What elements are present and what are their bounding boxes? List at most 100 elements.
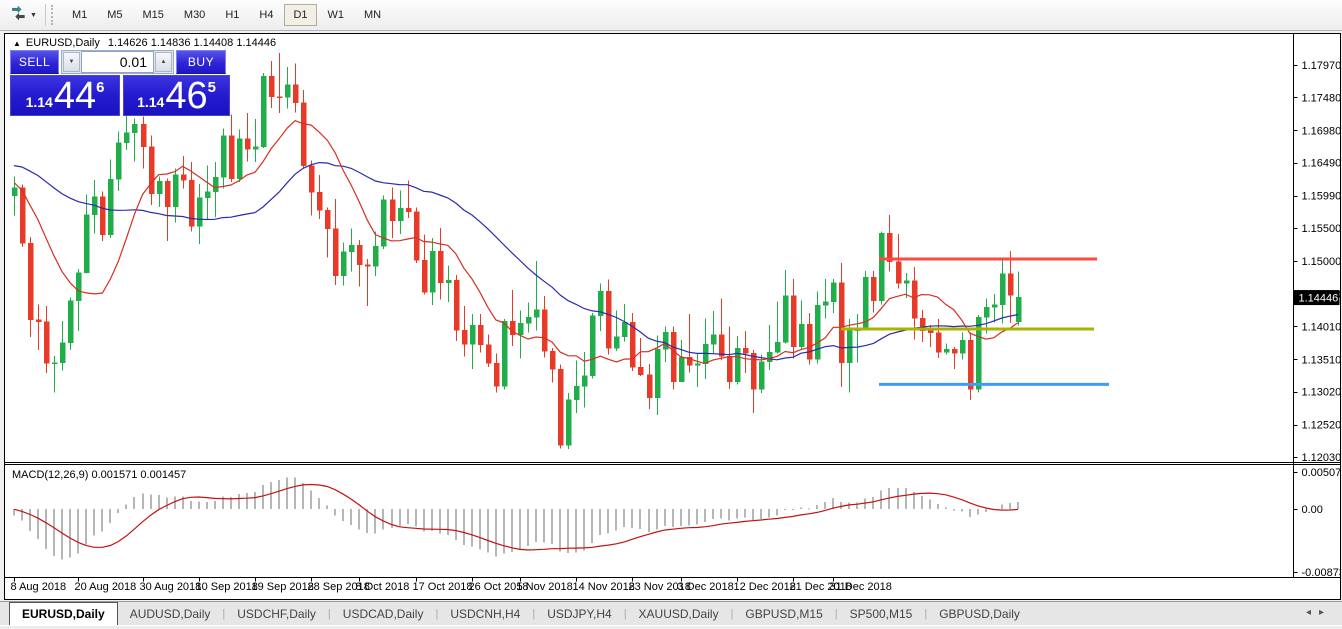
bottom-tab-usdjpy-h4[interactable]: USDJPY,H4 (547, 606, 612, 621)
volume-increase-button[interactable]: ▲ (155, 52, 172, 72)
timeframe-button-w1[interactable]: W1 (319, 4, 354, 26)
sell-price-pip: 6 (96, 79, 105, 96)
sell-price-main: 44 (53, 75, 97, 118)
svg-text:23 Nov 2018: 23 Nov 2018 (629, 581, 691, 593)
timeframe-button-m5[interactable]: M5 (98, 4, 131, 26)
svg-text:-0.00873: -0.00873 (1302, 567, 1341, 579)
buy-button[interactable]: BUY (176, 50, 226, 74)
tab-separator: | (730, 607, 734, 620)
volume-decrease-button[interactable]: ▼ (63, 52, 80, 72)
svg-text:1.16490: 1.16490 (1302, 158, 1341, 170)
svg-text:31 Dec 2018: 31 Dec 2018 (830, 581, 892, 593)
tab-separator: | (435, 607, 439, 620)
svg-text:0.00: 0.00 (1302, 504, 1323, 516)
timeframe-button-d1[interactable]: D1 (284, 4, 317, 26)
buy-price-prefix: 1.14 (137, 94, 165, 110)
timeframe-toolbar: ▼ M1 M5 M15 M30 H1 H4 D1 W1 MN (0, 0, 1342, 31)
volume-spinner: ▼ 0.01 ▲ (61, 50, 174, 74)
chart-tab-bar: EURUSD,Daily AUDUSD,Daily | USDCHF,Daily | US… (0, 601, 1342, 625)
current-price-badge (1294, 290, 1340, 306)
svg-text:1.13510: 1.13510 (1302, 354, 1341, 366)
chart-tool-button[interactable]: ▼ (0, 5, 43, 26)
svg-text:1.13020: 1.13020 (1302, 387, 1341, 399)
sell-price-prefix: 1.14 (25, 94, 53, 110)
buy-price-pip: 5 (207, 79, 216, 96)
timeframe-button-h1[interactable]: H1 (216, 4, 248, 26)
tab-separator: | (327, 607, 331, 620)
tab-separator: | (623, 607, 627, 620)
bottom-tab-gbpusd-daily[interactable]: GBPUSD,Daily (939, 606, 1020, 621)
svg-text:30 Aug 2018: 30 Aug 2018 (140, 581, 202, 593)
sell-button[interactable]: SELL (10, 50, 59, 74)
toolbar-separator (44, 4, 46, 26)
macd-signal-line (13, 483, 1019, 551)
macd-indicator-label: MACD(12,26,9) 0.001571 0.001457 (12, 469, 187, 481)
candles (11, 53, 1022, 450)
svg-text:14 Nov 2018: 14 Nov 2018 (573, 581, 635, 593)
timeframe-button-mn[interactable]: MN (355, 4, 390, 26)
svg-text:5 Nov 2018: 5 Nov 2018 (517, 581, 573, 593)
ma-line (13, 161, 1019, 361)
svg-text:26 Oct 2018: 26 Oct 2018 (469, 581, 529, 593)
svg-text:1.15990: 1.15990 (1302, 191, 1341, 203)
tab-separator: | (924, 607, 928, 620)
svg-text:8 Aug 2018: 8 Aug 2018 (11, 581, 67, 593)
svg-text:10 Sep 2018: 10 Sep 2018 (196, 581, 258, 593)
toolbar-grip[interactable] (50, 5, 57, 25)
chart-canvas[interactable]: 1.17970 1.17480 1.16980 1.16490 1.15990 1.155… (5, 34, 1340, 599)
svg-text:1.17480: 1.17480 (1302, 92, 1341, 104)
chart-pane[interactable]: ▲ EURUSD,Daily 1.14626 1.14836 1.14408 1.1… (4, 33, 1341, 600)
one-click-trading-panel: SELL ▼ 0.01 ▲ BUY 1.14 44 6 1.14 46 5 (10, 50, 232, 116)
timeframe-button-m30[interactable]: M30 (175, 4, 214, 26)
buy-price-display[interactable]: 1.14 46 5 (123, 75, 230, 116)
svg-text:1.15000: 1.15000 (1302, 256, 1341, 268)
timeframe-button-h4[interactable]: H4 (250, 4, 282, 26)
timeframe-button-m1[interactable]: M1 (63, 4, 96, 26)
bottom-tab-sp500-m15[interactable]: SP500,M15 (849, 606, 913, 621)
svg-text:1.12030: 1.12030 (1302, 452, 1341, 464)
chart-swap-icon (10, 5, 27, 26)
svg-text:0.005074: 0.005074 (1302, 467, 1341, 479)
svg-text:1.14446: 1.14446 (1299, 293, 1339, 305)
svg-text:1.12520: 1.12520 (1302, 420, 1341, 432)
bottom-tab-audusd-daily[interactable]: AUDUSD,Daily (129, 606, 211, 621)
timeframe-buttons: M1 M5 M15 M30 H1 H4 D1 W1 MN (62, 4, 391, 26)
bottom-tab-usdcad-daily[interactable]: USDCAD,Daily (342, 606, 424, 621)
bottom-tab-gbpusd-m15[interactable]: GBPUSD,M15 (745, 606, 823, 621)
macd-histogram (13, 477, 1019, 560)
collapse-triangle-icon[interactable]: ▲ (13, 39, 21, 48)
sell-price-display[interactable]: 1.14 44 6 (10, 75, 120, 116)
tab-separator: | (532, 607, 536, 620)
pane-borders (5, 34, 1340, 578)
bottom-tab-usdcnh-h4[interactable]: USDCNH,H4 (450, 606, 521, 621)
volume-input[interactable]: 0.01 (81, 51, 154, 73)
chart-ohlc-values: 1.14626 1.14836 1.14408 1.14446 (107, 37, 277, 49)
status-strip (0, 625, 1342, 629)
svg-text:21 Dec 2018: 21 Dec 2018 (790, 581, 852, 593)
svg-text:17 Oct 2018: 17 Oct 2018 (413, 581, 473, 593)
tab-separator: | (222, 607, 226, 620)
chevron-down-icon: ▼ (30, 11, 37, 19)
svg-text:1.14010: 1.14010 (1302, 321, 1341, 333)
svg-text:12 Dec 2018: 12 Dec 2018 (734, 581, 796, 593)
tab-separator: | (834, 607, 838, 620)
svg-text:8 Oct 2018: 8 Oct 2018 (356, 581, 410, 593)
chart-symbol-label: EURUSD,Daily (25, 37, 100, 49)
svg-text:19 Sep 2018: 19 Sep 2018 (252, 581, 314, 593)
chart-title: ▲ EURUSD,Daily 1.14626 1.14836 1.14408 1.1… (13, 37, 276, 49)
svg-text:1.17970: 1.17970 (1302, 60, 1341, 72)
svg-text:28 Sep 2018: 28 Sep 2018 (308, 581, 370, 593)
tab-scroll-left-icon[interactable]: ◂ (1305, 607, 1319, 618)
svg-text:1.15500: 1.15500 (1302, 223, 1341, 235)
bottom-tab-xauusd-daily[interactable]: XAUUSD,Daily (638, 606, 719, 621)
svg-text:20 Aug 2018: 20 Aug 2018 (75, 581, 137, 593)
tab-scroll-right-icon[interactable]: ▸ (1318, 607, 1332, 618)
bottom-tab-eurusd-daily[interactable]: EURUSD,Daily (9, 602, 118, 625)
buy-price-main: 46 (165, 75, 208, 118)
bottom-tab-usdchf-daily[interactable]: USDCHF,Daily (237, 606, 316, 621)
svg-text:3 Dec 2018: 3 Dec 2018 (678, 581, 734, 593)
timeframe-button-m15[interactable]: M15 (134, 4, 173, 26)
svg-text:1.16980: 1.16980 (1302, 125, 1341, 137)
